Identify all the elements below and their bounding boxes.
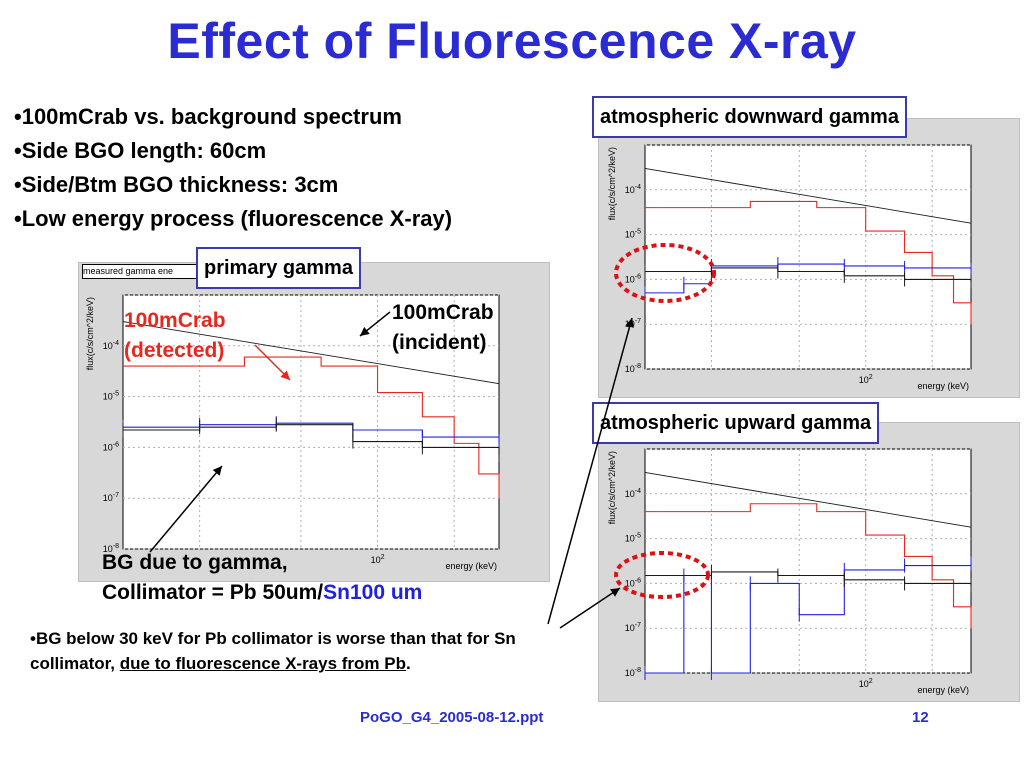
y-tick-label: 10-5 — [625, 533, 641, 544]
primary-plot-panel: 10-8 10-7 10-6 10-5 10-4 102 energy (keV) flux(… — [78, 262, 550, 582]
y-tick-label: 10-5 — [625, 229, 641, 240]
note-arrow-up — [559, 587, 621, 629]
bullet-item: 100mCrab vs. background spectrum — [14, 100, 452, 134]
series-black-1 — [644, 471, 972, 528]
detected-line2: (detected) — [124, 339, 225, 362]
y-tick-label: 10-8 — [103, 543, 119, 554]
incident-annotation: 100mCrab (incident) — [392, 298, 494, 358]
series-red-0 — [645, 200, 972, 325]
plot-frame — [122, 294, 500, 550]
series-black-1 — [644, 167, 972, 224]
plot-frame — [644, 144, 972, 370]
bg-annotation: BG due to gamma, Collimator = Pb 50um/Sn… — [102, 548, 422, 608]
bg-line2-blue: Sn100 um — [323, 581, 423, 604]
detected-line1: 100mCrab — [124, 309, 226, 332]
slide-title: Effect of Fluorescence X-ray — [167, 13, 857, 69]
incident-arrow — [359, 311, 391, 337]
note-underlined: due to fluorescence X-rays from Pb — [119, 654, 406, 673]
note-arrow-down — [547, 317, 634, 625]
x-tick-label: 102 — [859, 374, 873, 385]
detected-arrow — [254, 344, 291, 381]
bg-arrow — [149, 465, 223, 553]
upward-gamma-label: atmospheric upward gamma — [592, 402, 880, 444]
y-axis-label: flux(c/s/cm^2/keV) — [607, 451, 617, 524]
upward-plot-panel: 10-8 10-7 10-6 10-5 10-4 102 energy (keV) flux(… — [598, 422, 1020, 702]
x-axis-label: energy (keV) — [917, 685, 969, 695]
y-tick-label: 10-6 — [625, 577, 641, 588]
page-number: 12 — [912, 709, 929, 726]
primary-gamma-label: primary gamma — [196, 247, 361, 289]
y-tick-label: 10-7 — [625, 622, 641, 633]
series-red-0 — [123, 356, 500, 499]
series-red-0 — [645, 503, 972, 629]
note-text: •BG below 30 keV for Pb collimator is wo… — [30, 626, 570, 676]
bg-line2-black: Collimator = Pb 50um/ — [102, 581, 324, 604]
detected-annotation: 100mCrab (detected) — [124, 306, 226, 366]
downward-gamma-label: atmospheric downward gamma — [592, 96, 907, 138]
y-tick-label: 10-5 — [103, 391, 119, 402]
y-axis-label: flux(c/s/cm^2/keV) — [607, 147, 617, 220]
highlight-circle-up — [614, 551, 710, 599]
y-tick-label: 10-4 — [103, 340, 119, 351]
bullet-item: Low energy process (fluorescence X-ray) — [14, 202, 452, 236]
note-suffix: . — [406, 654, 411, 673]
bg-line1: BG due to gamma, — [102, 551, 288, 574]
y-tick-label: 10-8 — [625, 667, 641, 678]
footer-filename: PoGO_G4_2005-08-12.ppt — [360, 709, 544, 726]
bullet-item: Side BGO length: 60cm — [14, 134, 452, 168]
y-tick-label: 10-6 — [625, 273, 641, 284]
highlight-circle-down — [614, 243, 716, 303]
y-tick-label: 10-8 — [625, 363, 641, 374]
incident-line2: (incident) — [392, 331, 487, 354]
bullet-item: Side/Btm BGO thickness: 3cm — [14, 168, 452, 202]
incident-line1: 100mCrab — [392, 301, 494, 324]
series-black-1 — [122, 321, 500, 385]
primary-chart: 10-8 10-7 10-6 10-5 10-4 102 energy (keV) flux(… — [85, 294, 500, 571]
x-tick-label: 102 — [371, 554, 385, 565]
x-axis-label: energy (keV) — [917, 381, 969, 391]
bullet-list: 100mCrab vs. background spectrum Side BG… — [14, 100, 452, 236]
y-tick-label: 10-4 — [625, 184, 641, 195]
note-prefix: •BG below 30 keV for Pb collimator is wo… — [30, 629, 516, 673]
y-axis-label: flux(c/s/cm^2/keV) — [85, 297, 95, 370]
y-tick-label: 10-6 — [103, 441, 119, 452]
x-axis-label: energy (keV) — [445, 561, 497, 571]
y-tick-label: 10-4 — [625, 488, 641, 499]
y-tick-label: 10-7 — [103, 492, 119, 503]
x-tick-label: 102 — [859, 678, 873, 689]
